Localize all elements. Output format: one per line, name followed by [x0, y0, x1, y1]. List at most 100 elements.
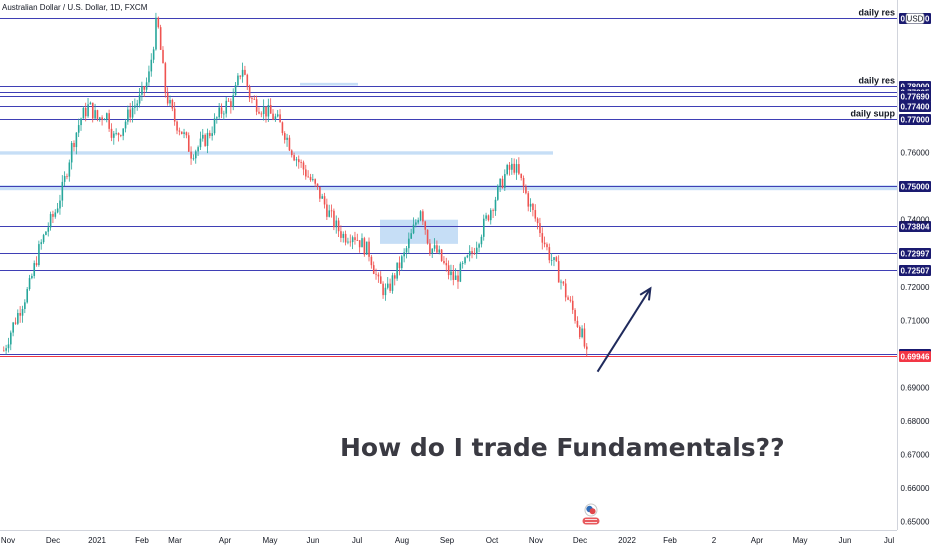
candle — [17, 309, 19, 326]
candle — [560, 279, 562, 290]
time-tick: May — [262, 536, 277, 545]
candle — [459, 261, 462, 283]
candle — [300, 159, 302, 168]
level-label: 0.72997 — [901, 250, 930, 259]
candle — [143, 85, 146, 97]
candle — [131, 101, 134, 123]
candle — [26, 286, 29, 304]
level-label-bg — [899, 248, 931, 259]
candle — [429, 239, 431, 256]
candle — [35, 256, 38, 267]
candle — [194, 149, 197, 164]
candle — [574, 308, 576, 324]
currency-badge: USD — [905, 13, 925, 24]
candle — [288, 135, 291, 152]
candle — [122, 128, 125, 141]
candle — [101, 115, 103, 126]
flag-icon[interactable] — [581, 516, 601, 526]
time-tick: Apr — [751, 536, 764, 545]
candle — [370, 254, 373, 269]
level-label-bg — [899, 114, 931, 125]
candle — [445, 257, 448, 272]
candle — [358, 240, 361, 253]
candle — [234, 81, 237, 96]
candle — [438, 245, 441, 255]
candle — [49, 211, 52, 231]
candle — [468, 245, 471, 262]
candle — [129, 102, 132, 123]
time-tick: Nov — [1, 536, 15, 545]
candle — [155, 12, 157, 51]
candle — [232, 88, 235, 111]
candle — [120, 134, 122, 138]
time-tick: Apr — [219, 536, 232, 545]
candle — [117, 132, 120, 142]
price-tick: 0.71000 — [901, 316, 930, 325]
candle — [38, 240, 40, 267]
candle — [389, 278, 391, 294]
candle — [227, 98, 230, 102]
candle — [485, 212, 487, 221]
candle — [412, 217, 415, 235]
candle — [59, 194, 61, 215]
levels-layer: daily res daily res daily supp — [0, 8, 897, 357]
candle — [529, 198, 532, 213]
candle — [571, 295, 574, 314]
candle — [365, 241, 368, 255]
candle — [47, 222, 50, 237]
candle — [183, 128, 185, 139]
candle — [316, 183, 319, 190]
candle — [302, 160, 305, 176]
candle — [21, 305, 24, 323]
zone-box — [0, 151, 553, 155]
trend-arrow[interactable] — [596, 286, 652, 373]
candle — [91, 102, 94, 123]
candle — [89, 101, 92, 105]
candle — [536, 217, 539, 230]
candle — [426, 229, 429, 245]
headline-text: How do I trade Fundamentals?? — [340, 433, 785, 462]
candle — [333, 208, 335, 231]
candle — [384, 283, 387, 301]
candle — [569, 296, 572, 303]
candle — [246, 73, 249, 91]
symbol-header: Australian Dollar / U.S. Dollar, 1D, FXC… — [2, 3, 148, 12]
zone-box — [0, 185, 897, 191]
candle — [415, 219, 417, 228]
candle — [115, 128, 117, 136]
time-axis[interactable]: Nov Dec 2021 Feb Mar Apr May Jun Jul Aug Sep Oct Nov… — [0, 530, 897, 546]
candle — [454, 268, 457, 280]
time-tick: Sep — [440, 536, 455, 545]
price-axis[interactable]: 0.800000.780000.778050.776900.774000.770… — [897, 0, 932, 530]
candle — [347, 237, 349, 245]
level-label-bg — [899, 181, 931, 192]
candle — [293, 152, 295, 162]
candle — [513, 158, 516, 175]
candle — [251, 96, 253, 104]
calendar-event-icon[interactable] — [584, 503, 598, 517]
candle — [372, 261, 375, 275]
candle — [433, 238, 436, 252]
candle — [471, 247, 473, 259]
candle — [162, 46, 164, 64]
time-tick: 2021 — [88, 536, 106, 545]
candle — [82, 106, 85, 119]
candle — [520, 173, 523, 181]
candle — [295, 156, 298, 167]
candle — [354, 231, 356, 245]
candle — [319, 186, 321, 203]
level-label: 0.72507 — [901, 267, 930, 276]
candle — [73, 140, 75, 152]
candle — [405, 245, 408, 259]
candle — [518, 157, 520, 176]
candle — [75, 132, 78, 155]
candle — [532, 202, 534, 217]
candle — [14, 317, 17, 325]
candle — [497, 184, 499, 201]
candle — [42, 233, 45, 244]
candle — [12, 321, 14, 337]
candle — [176, 120, 178, 135]
time-tick: Jul — [352, 536, 362, 545]
candle — [87, 97, 89, 118]
